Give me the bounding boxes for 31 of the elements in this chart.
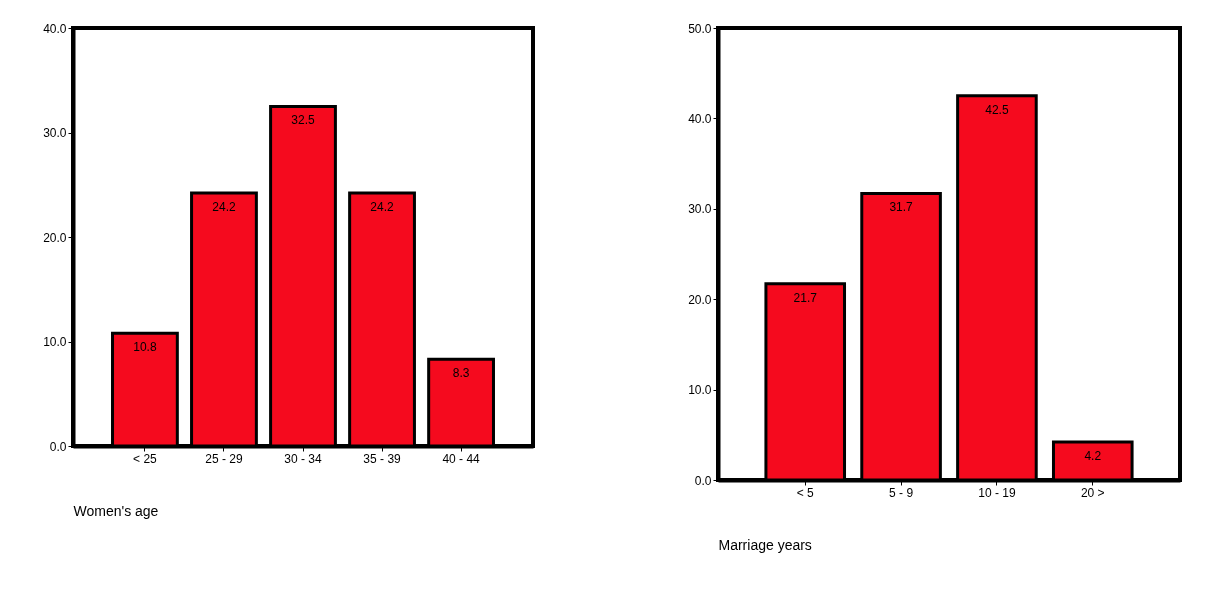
x-tick-label: 10 - 19	[978, 485, 1016, 500]
data-label: 4.2	[1084, 449, 1102, 464]
y-tick-label: 10.0	[43, 335, 67, 349]
y-tick-label: 0.0	[49, 439, 67, 454]
data-label: 10.8	[133, 340, 157, 355]
x-tick-label: 20 >	[1080, 485, 1105, 500]
y-tick-label: 20.0	[688, 292, 712, 307]
data-label: 8.3	[452, 366, 470, 381]
data-label: 21.7	[793, 290, 818, 305]
data-label: 31.7	[889, 200, 914, 215]
x-tick-label: 25 - 29	[205, 451, 243, 466]
data-label: 24.2	[212, 200, 236, 215]
x-tick-label: < 5	[796, 485, 815, 500]
y-tick-label: 30.0	[43, 126, 67, 140]
data-label: 42.5	[985, 102, 1009, 117]
x-tick-label: 40 - 44	[442, 451, 481, 466]
y-tick-label: 10.0	[688, 383, 712, 398]
y-tick-label: 50.0	[688, 21, 712, 36]
x-axis-title: Marriage years	[718, 536, 812, 553]
x-tick-label: 5 - 9	[889, 485, 914, 500]
x-axis-title: Women's age	[73, 502, 159, 519]
data-label: 24.2	[370, 200, 395, 215]
y-tick-label: 30.0	[688, 202, 712, 217]
x-tick-label: 35 - 39	[363, 451, 402, 466]
y-tick-label: 40.0	[688, 111, 712, 126]
y-tick-label: 40.0	[43, 21, 67, 36]
data-label: 32.5	[291, 113, 315, 128]
y-tick-label: 20.0	[43, 230, 67, 245]
x-tick-label: 30 - 34	[284, 451, 323, 466]
y-tick-label: 0.0	[694, 473, 712, 488]
x-tick-label: < 25	[133, 451, 158, 466]
